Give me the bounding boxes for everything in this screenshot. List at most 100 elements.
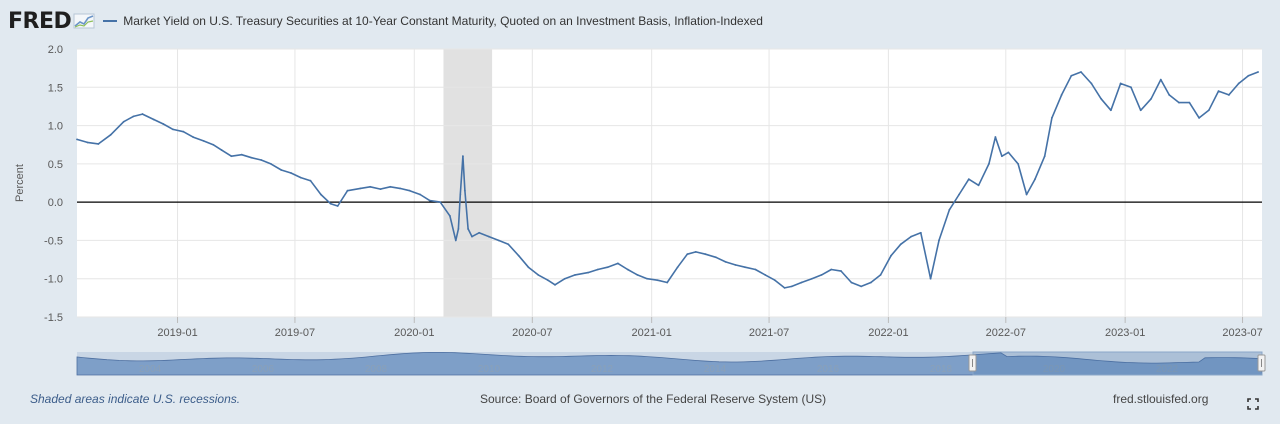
recession-note: Shaded areas indicate U.S. recessions. (30, 392, 241, 406)
data-point (527, 266, 530, 269)
data-point (1001, 155, 1003, 158)
data-point (109, 133, 112, 136)
x-tick-label: 2020-07 (512, 327, 552, 339)
data-point (399, 187, 401, 190)
fullscreen-icon[interactable] (1247, 398, 1259, 410)
data-point (290, 172, 292, 174)
navigator-selection[interactable] (972, 351, 1263, 376)
data-point (666, 281, 669, 284)
data-point (270, 162, 272, 165)
data-point (1119, 82, 1122, 85)
data-point (869, 281, 872, 284)
data-point (212, 143, 215, 146)
navigator-year-label: 2008 (365, 364, 388, 375)
fred-logo[interactable]: FRED (8, 8, 72, 34)
data-point (1207, 109, 1210, 112)
data-point (487, 235, 490, 238)
data-point (899, 243, 902, 246)
data-point (714, 256, 717, 259)
series-layer (76, 71, 1260, 289)
data-point (260, 159, 263, 161)
data-point (457, 228, 460, 230)
data-point (596, 268, 599, 271)
data-point (454, 239, 457, 242)
navigator-year-label: 2004 (139, 364, 162, 375)
navigator-year-label: 2006 (252, 364, 275, 375)
data-point (958, 193, 961, 196)
data-point (192, 136, 195, 138)
data-point (250, 156, 253, 159)
data-point (724, 260, 727, 263)
series-legend-swatch (103, 20, 118, 22)
y-tick-label: -1.0 (44, 274, 63, 286)
site-link[interactable]: fred.stlouisfed.org (1113, 392, 1209, 406)
x-tick-label: 2023-01 (1105, 327, 1145, 339)
recession-layer (443, 49, 493, 317)
x-tick-label: 2020-01 (394, 327, 434, 339)
data-point (1228, 94, 1230, 96)
data-point (879, 273, 882, 276)
data-point (626, 268, 629, 271)
data-point (497, 239, 500, 242)
x-tick-label: 2021-01 (631, 327, 671, 339)
data-point (1130, 86, 1132, 89)
x-tick-labels: 2019-01 2019-07 2020-01 2020-07 2021-01 2021-… (157, 327, 1262, 339)
data-point (587, 271, 590, 274)
data-point (1247, 74, 1250, 77)
data-point (810, 277, 813, 280)
data-point (910, 235, 913, 238)
data-point (1159, 78, 1162, 81)
data-point (379, 188, 382, 191)
data-point (346, 189, 349, 192)
data-point (463, 189, 466, 192)
data-point (408, 189, 411, 192)
x-tick-label: 2021-07 (749, 327, 789, 339)
data-point (694, 251, 697, 253)
data-point (938, 239, 940, 242)
navigator-year-label: 2020 (1043, 364, 1066, 375)
data-point (537, 273, 540, 276)
data-point (76, 138, 78, 141)
data-point (656, 279, 659, 282)
range-navigator[interactable]: 2004 2006 2008 2010 2012 2014 2016 2018 2020 2022 (76, 351, 1266, 376)
data-point (563, 277, 566, 280)
data-point (172, 128, 174, 131)
x-tick-label: 2022-07 (986, 327, 1026, 339)
navigator-year-label: 2014 (704, 364, 727, 375)
data-point (280, 169, 283, 171)
data-point (389, 185, 392, 188)
data-point (1034, 178, 1036, 181)
data-point (704, 253, 707, 256)
y-tick-label: 1.0 (48, 121, 63, 133)
y-tick-label: 1.5 (48, 82, 63, 94)
x-tick-label: 2019-07 (275, 327, 315, 339)
data-point (122, 120, 125, 123)
grid-layer (77, 48, 1262, 323)
x-tick-label: 2022-01 (868, 327, 908, 339)
data-point (419, 193, 422, 196)
data-point (840, 270, 842, 272)
data-point (646, 277, 649, 280)
data-point (132, 115, 135, 118)
data-point (141, 113, 144, 115)
data-point (507, 243, 510, 246)
navigator-year-label: 2018 (930, 364, 953, 375)
plot-area (77, 49, 1262, 317)
y-axis-title: Percent (14, 164, 26, 202)
navigator-year-label: 2022 (1156, 364, 1179, 375)
data-point (240, 153, 243, 156)
data-point (800, 281, 803, 284)
data-point (1178, 101, 1180, 104)
data-point (1257, 71, 1260, 73)
data-point (1217, 90, 1220, 93)
y-tick-label: 0.5 (48, 159, 63, 171)
data-point (994, 136, 997, 138)
data-point (1139, 109, 1142, 112)
data-point (754, 268, 757, 271)
chart-header: FRED Market Yield on U.S. Treasury Secur… (8, 8, 763, 34)
data-point (86, 141, 89, 144)
data-point (948, 208, 951, 211)
data-point (467, 228, 470, 230)
data-point (554, 283, 556, 286)
data-point (1043, 155, 1046, 158)
